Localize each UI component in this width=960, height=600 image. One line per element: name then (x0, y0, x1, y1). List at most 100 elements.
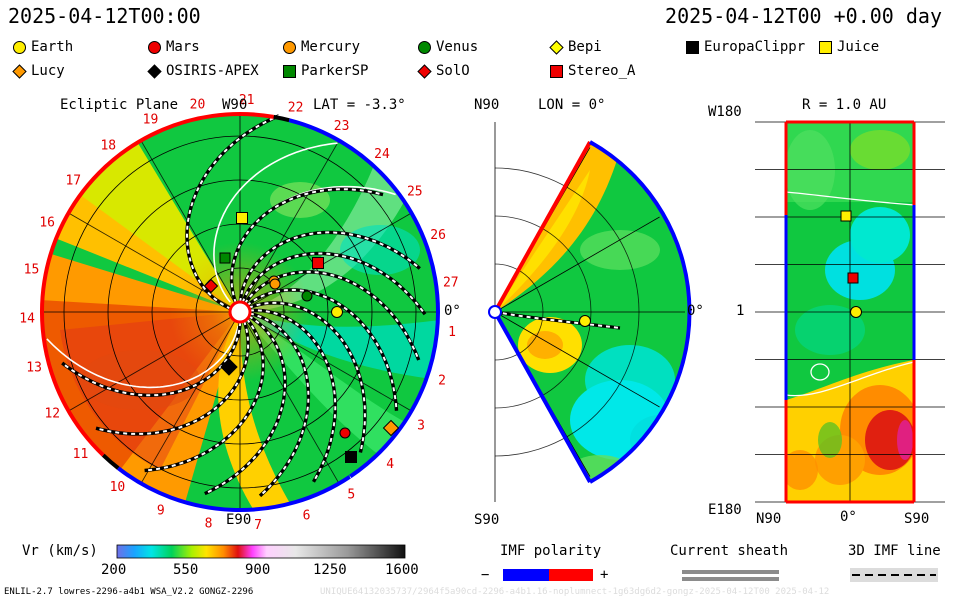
carrington-label-7: 7 (254, 518, 262, 533)
legend-item-mercury: Mercury (282, 39, 360, 55)
venus-marker (301, 290, 313, 302)
carrington-label-25: 25 (407, 184, 423, 199)
imf-spiral-dash (248, 301, 366, 453)
radial-map-panel (755, 120, 945, 504)
current-time-offset: 2025-04-12T00 +0.00 day (665, 4, 942, 28)
carrington-label-20: 20 (190, 97, 206, 112)
carrington-label-5: 5 (347, 488, 355, 503)
mercury-marker (269, 278, 281, 290)
radial-x-label-0: 0° (840, 509, 857, 525)
ecliptic-bottom-label: E90 (226, 512, 252, 528)
meridional-rim-lower (493, 311, 592, 483)
legend-label: ParkerSP (301, 63, 369, 79)
imf-spiral-dash (61, 321, 242, 397)
europa-clipper-marker (345, 451, 357, 463)
carrington-label-10: 10 (110, 480, 126, 495)
imf-spiral-dash (186, 114, 280, 310)
imf-spiral-dash (144, 318, 265, 472)
meridional-plane-panel (488, 122, 692, 502)
legend-item-lucy: Lucy (12, 63, 65, 79)
radial-stereo-a-marker (847, 272, 859, 284)
meridional-title: LON = 0° (538, 97, 606, 113)
carrington-label-17: 17 (65, 174, 81, 189)
carrington-label-27: 27 (443, 276, 459, 291)
meridional-bottom-label: S90 (474, 512, 500, 528)
radial-bottom-label: E180 (708, 502, 742, 518)
legend-label: Stereo_A (568, 63, 636, 79)
imf-spiral-dash (249, 309, 337, 483)
legend-item-europaclippr: EuropaClippr (685, 39, 805, 55)
model-version-footer: ENLIL-2.7 lowres-2296-a4b1 WSA_V2.2 GONG… (4, 587, 254, 597)
legend-item-osiris-apex: OSIRIS-APEX (147, 63, 259, 79)
radial-juice-marker (840, 210, 852, 222)
sun-inner-boundary (228, 300, 252, 324)
carrington-label-3: 3 (417, 418, 425, 433)
legend-item-parkersp: ParkerSP (282, 63, 368, 79)
stereo-a-marker (312, 257, 324, 269)
imf-spiral-dash (249, 312, 310, 497)
legend-label: Venus (436, 39, 479, 55)
carrington-label-12: 12 (44, 407, 60, 422)
carrington-label-18: 18 (100, 139, 116, 154)
radial-earth-marker (850, 306, 862, 318)
legend-label: SolO (436, 63, 470, 79)
carrington-label-15: 15 (24, 262, 40, 277)
sheath-curve (213, 142, 338, 303)
current-sheath-swatch-1 (682, 570, 779, 574)
ecliptic-right-label: 0° (444, 303, 461, 319)
legend-label: Bepi (568, 39, 602, 55)
osiris-apex-marker (220, 358, 238, 376)
colorbar-tick-550: 550 (173, 562, 199, 578)
meridional-right-label: 0° (687, 303, 704, 319)
meridional-rim-upper (493, 141, 592, 313)
imf-line-title: 3D IMF line (848, 543, 941, 559)
colorbar-tick-1600: 1600 (385, 562, 419, 578)
ecliptic-latitude: LAT = -3.3° (313, 97, 406, 113)
radial-x-label-s90: S90 (904, 511, 930, 527)
imf-plus-label: + (600, 567, 609, 583)
legend-label: Mercury (301, 39, 361, 55)
legend-label: EuropaClippr (704, 39, 806, 55)
meridional-top-label: N90 (474, 97, 500, 113)
colorbar-tick-900: 900 (245, 562, 271, 578)
carrington-label-6: 6 (303, 508, 311, 523)
imf-spiral-dash (246, 288, 398, 411)
carrington-label-19: 19 (143, 113, 159, 128)
earth-marker (331, 306, 343, 318)
sheath-curve (46, 325, 239, 389)
carrington-label-23: 23 (334, 119, 350, 134)
colorbar-tick-200: 200 (101, 562, 127, 578)
imf-spiral-dash (95, 320, 250, 435)
imf-minus-label: − (481, 567, 490, 583)
rim-black-segment-2 (101, 453, 120, 470)
mars-marker (339, 427, 351, 439)
carrington-label-22: 22 (288, 100, 304, 115)
legend-item-bepi: Bepi (549, 39, 602, 55)
rim-negative-arc (288, 118, 440, 479)
rim-black-segment (273, 114, 290, 123)
carrington-label-26: 26 (430, 228, 446, 243)
legend-item-earth: Earth (12, 39, 73, 55)
carrington-label-24: 24 (374, 147, 390, 162)
meridional-rim-arc (589, 140, 692, 484)
carrington-label-16: 16 (39, 216, 55, 231)
imf-negative-swatch (503, 569, 549, 581)
ecliptic-top-label: W90 (222, 97, 248, 113)
carrington-label-4: 4 (386, 457, 394, 472)
parker-sp-marker (219, 252, 231, 264)
juice-marker (236, 212, 248, 224)
rim-negative-arc-2 (117, 466, 351, 512)
meridional-inner-boundary (488, 305, 502, 319)
carrington-label-13: 13 (26, 361, 42, 376)
legend-item-juice: Juice (818, 39, 879, 55)
ecliptic-spacecraft-markers (203, 212, 400, 463)
imf-spiral-dash (230, 188, 384, 304)
colorbar-tick-1250: 1250 (313, 562, 347, 578)
imf-spiral-dash (204, 315, 286, 495)
legend-item-venus: Venus (417, 39, 478, 55)
imf-spiral-dash (239, 231, 421, 303)
imf-spiral-dash (241, 252, 426, 315)
